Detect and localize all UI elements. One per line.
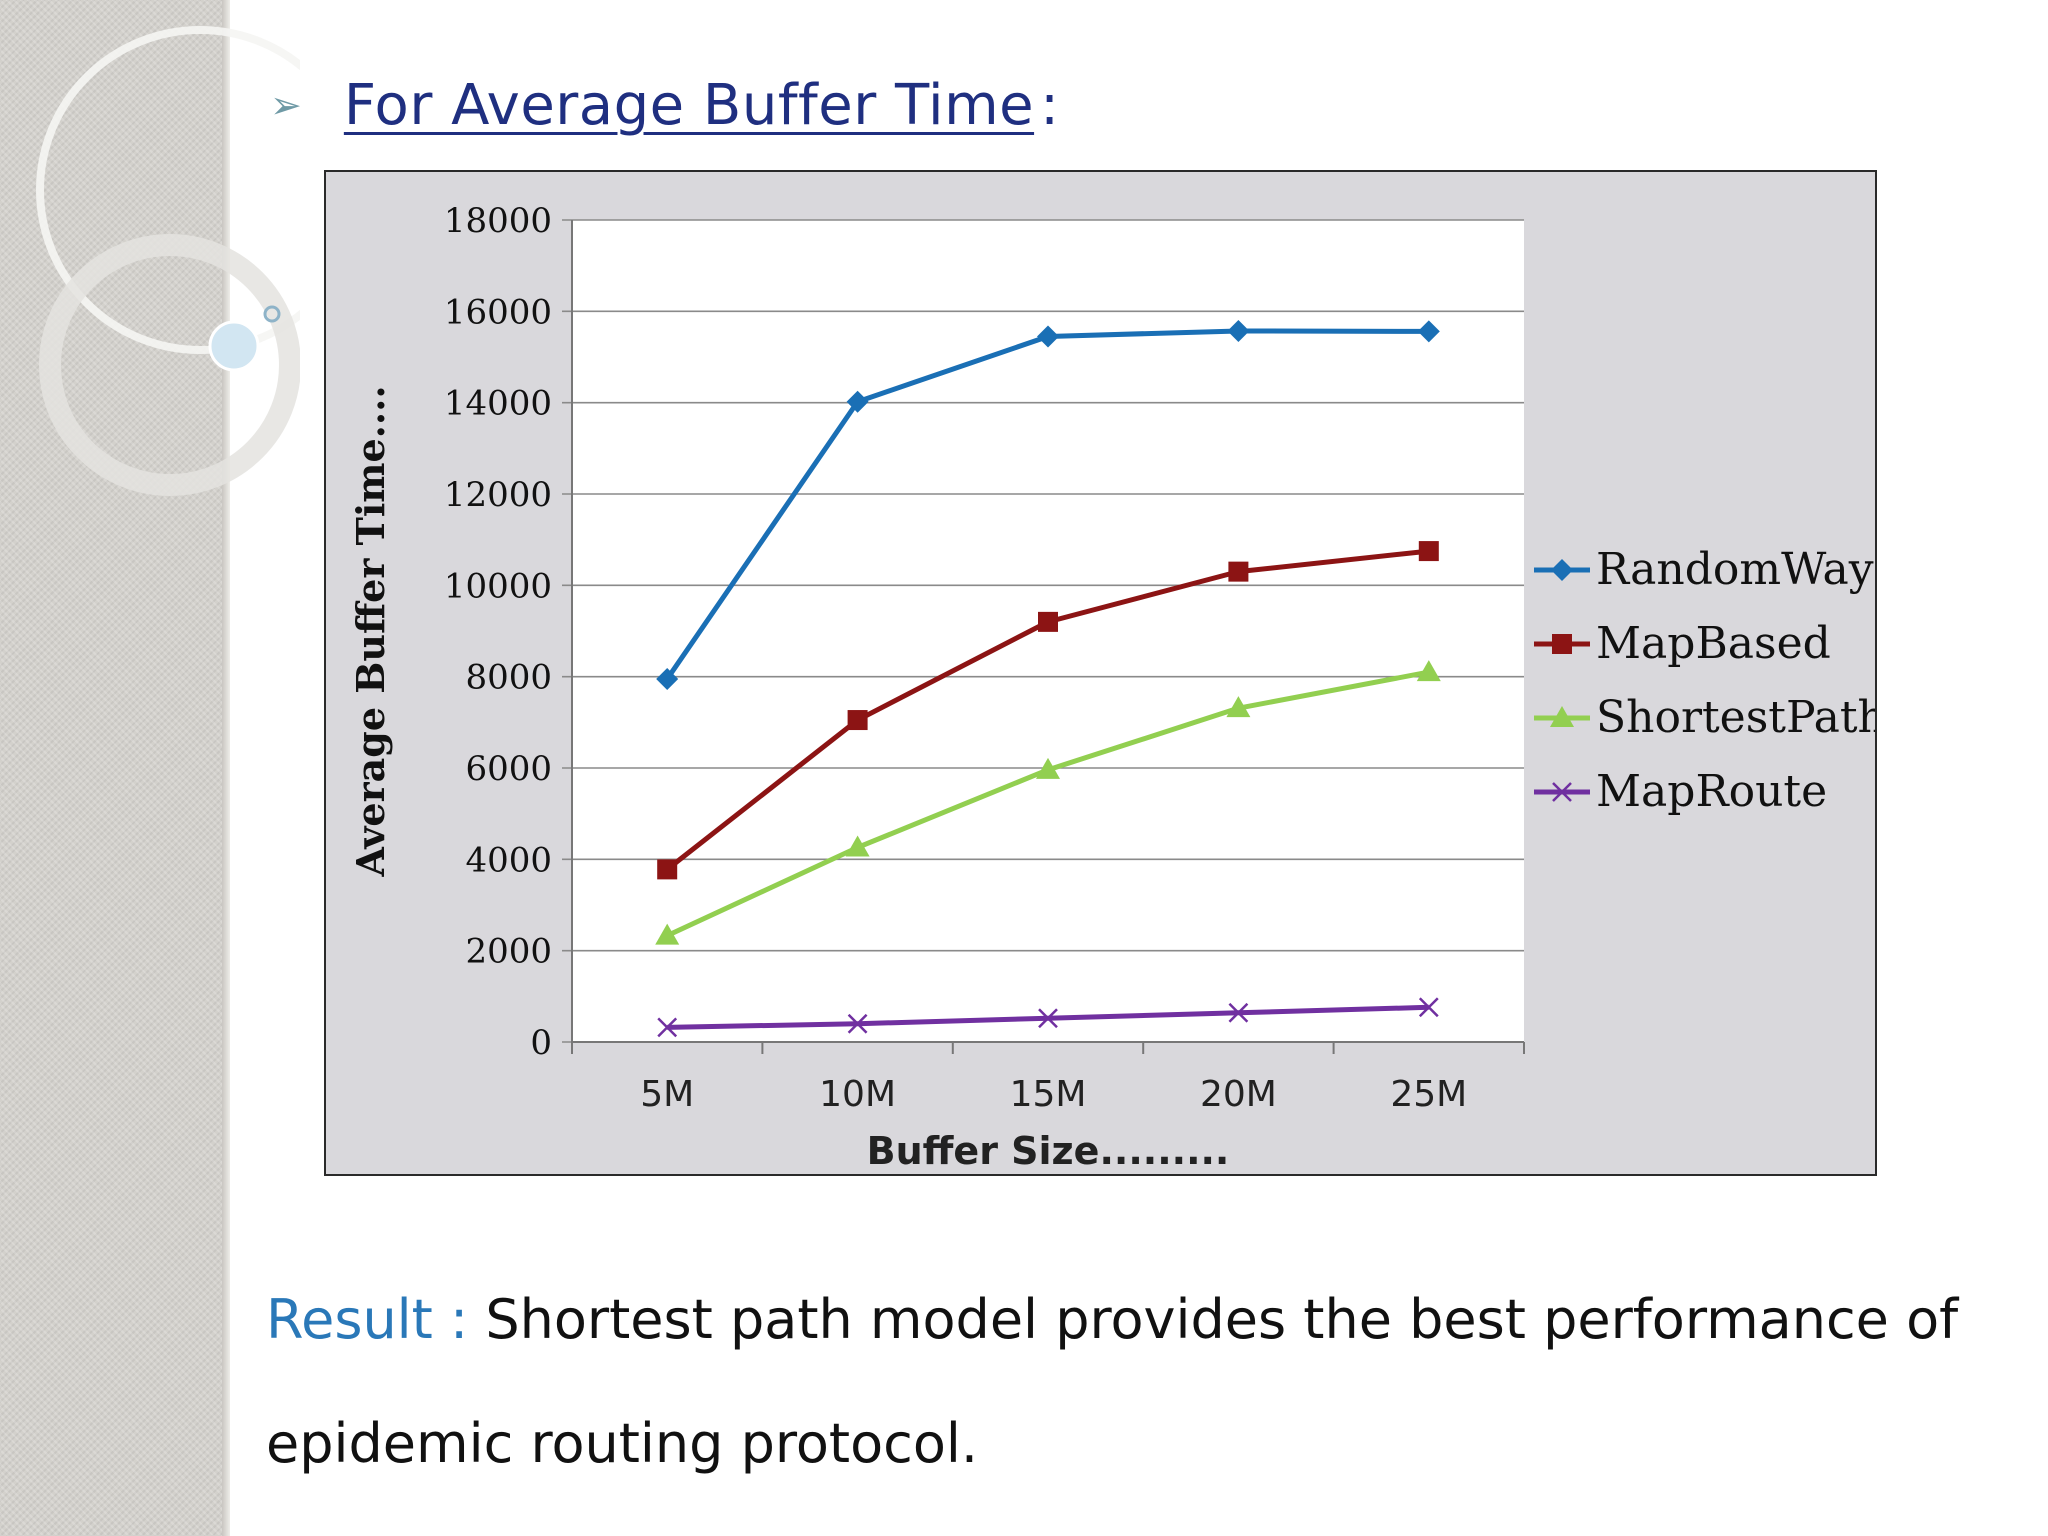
data-point-shortestpath: [845, 835, 870, 857]
legend-item-shortestpath: ShortestPath: [1534, 692, 1875, 743]
x-tick-label: 5M: [640, 1074, 694, 1115]
x-axis-label: Buffer Size.........: [867, 1129, 1230, 1173]
data-point-shortestpath: [1226, 696, 1251, 718]
medium-ring-icon: [39, 234, 300, 496]
legend-label-shortestpath: ShortestPath: [1596, 692, 1875, 743]
arrow-bullet-icon: ➢: [270, 83, 302, 127]
y-tick-label: 6000: [465, 749, 552, 789]
data-point-maproute: [1418, 997, 1439, 1018]
data-point-randomway: [1037, 325, 1059, 348]
result-statement-continued: epidemic routing protocol.: [266, 1404, 2026, 1484]
data-point-maproute: [847, 1013, 868, 1034]
data-series: [655, 319, 1441, 1038]
series-maproute: [657, 997, 1439, 1038]
legend-marker-shortestpath: [1550, 706, 1574, 727]
side-panel-edge: [222, 0, 230, 1536]
legend-marker-maproute: [1552, 782, 1572, 802]
y-tick-label: 2000: [465, 932, 552, 972]
x-tick-label: 25M: [1390, 1074, 1467, 1115]
slide-title-row: ➢ For Average Buffer Time :: [270, 60, 1059, 150]
large-ring-icon: [36, 26, 300, 354]
series-mapbased: [657, 541, 1439, 880]
data-point-maproute: [1228, 1002, 1249, 1023]
result-label: Result :: [266, 1288, 486, 1351]
legend-marker-mapbased: [1552, 634, 1572, 654]
y-tick-labels: 0 2000 4000 6000 8000 10000 12000 14000 16000 180…: [444, 201, 552, 1063]
y-tick-label: 0: [530, 1023, 552, 1063]
legend: RandomWay MapBased ShortestPath MapRoute: [1534, 544, 1875, 817]
data-point-maproute: [657, 1017, 678, 1038]
small-ring-icon: [263, 305, 281, 323]
legend-item-mapbased: MapBased: [1534, 618, 1831, 669]
legend-marker-randomway: [1551, 559, 1573, 581]
data-point-mapbased: [1418, 541, 1439, 562]
legend-label-randomway: RandomWay: [1596, 544, 1874, 595]
legend-label-maproute: MapRoute: [1596, 766, 1827, 817]
slide-title: For Average Buffer Time: [343, 72, 1035, 138]
series-shortestpath: [655, 660, 1441, 945]
data-point-shortestpath: [1416, 660, 1441, 682]
data-point-randomway: [656, 667, 679, 690]
y-tick-label: 12000: [444, 475, 552, 515]
data-point-randomway: [1227, 319, 1250, 342]
y-axis-label: Average Buffer Time....: [348, 385, 393, 877]
y-tick-label: 10000: [444, 566, 552, 606]
x-tick-labels: 5M 10M 15M 20M 25M: [640, 1074, 1467, 1115]
data-point-mapbased: [847, 710, 868, 731]
data-point-randomway: [1417, 320, 1440, 343]
result-text-line1: Shortest path model provides the best pe…: [485, 1288, 1959, 1351]
x-tick-label: 10M: [819, 1074, 896, 1115]
data-point-shortestpath: [655, 923, 680, 945]
y-tick-label: 18000: [444, 201, 552, 241]
result-statement: Result : Shortest path model provides th…: [266, 1280, 2026, 1360]
data-point-mapbased: [1038, 611, 1058, 632]
legend-item-maproute: MapRoute: [1534, 766, 1827, 817]
legend-item-randomway: RandomWay: [1534, 544, 1874, 595]
slide-title-colon: :: [1040, 72, 1059, 138]
data-point-mapbased: [1228, 561, 1249, 582]
x-tick-label: 15M: [1010, 1074, 1087, 1115]
axes: [571, 220, 1525, 1054]
data-point-shortestpath: [1036, 757, 1060, 779]
y-tick-label: 8000: [465, 658, 552, 698]
y-tick-label: 16000: [444, 292, 552, 332]
data-point-maproute: [1038, 1008, 1058, 1029]
chart-container: 0 2000 4000 6000 8000 10000 12000 14000 16000 180…: [324, 170, 1877, 1176]
y-tick-label: 4000: [465, 840, 552, 880]
series-randomway: [656, 319, 1440, 690]
y-tick-label: 14000: [444, 384, 552, 424]
blue-bubble-icon: [208, 320, 260, 372]
data-point-mapbased: [657, 859, 678, 880]
result-text-line2: epidemic routing protocol.: [266, 1412, 979, 1475]
legend-label-mapbased: MapBased: [1596, 618, 1831, 669]
line-chart: 0 2000 4000 6000 8000 10000 12000 14000 16000 180…: [348, 201, 1875, 1173]
data-point-randomway: [846, 390, 869, 413]
decorative-rings: [36, 26, 300, 496]
x-tick-label: 20M: [1200, 1074, 1277, 1115]
